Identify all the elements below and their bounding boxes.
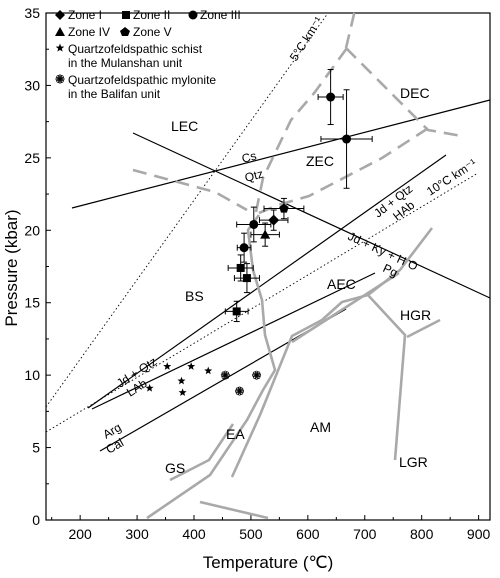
data-point-square — [232, 307, 241, 316]
data-point-triangle — [260, 229, 271, 239]
field-am: AM — [310, 419, 331, 435]
facies-boundaries — [146, 214, 441, 520]
legend-schist-line2: in the Mulanshan unit — [68, 56, 183, 70]
boundary-dec-lec — [344, 9, 357, 49]
data-point-star — [178, 388, 187, 396]
x-tick-label: 600 — [296, 526, 320, 542]
x-tick-label: 300 — [125, 526, 149, 542]
field-lgr: LGR — [399, 454, 428, 470]
legend: Zone I Zone II Zone III Zone IV Zone V Q… — [55, 8, 241, 101]
data-point-circle — [239, 243, 249, 253]
data-points — [145, 68, 373, 396]
field-zec: ZEC — [306, 153, 334, 169]
boundary-lec-zec — [254, 47, 349, 213]
field-aec: AEC — [327, 276, 356, 292]
x-tick-label: 800 — [410, 526, 434, 542]
legend-circle-icon — [188, 10, 198, 20]
x-axis-ticks: 200 300 400 500 600 700 800 900 — [51, 515, 491, 542]
boundary-zec-bottom — [258, 125, 431, 215]
legend-zone-3: Zone III — [200, 8, 241, 22]
reaction-lines — [71, 99, 491, 452]
legend-square-icon — [122, 11, 130, 19]
legend-triangle-icon — [55, 27, 65, 36]
jd-ky-pg-line — [132, 132, 491, 299]
x-axis-title: Temperature (℃) — [203, 553, 334, 572]
reaction-qtz: Qtz — [243, 167, 265, 185]
boundary-gs-ea — [169, 423, 235, 482]
boundary-am-left — [230, 318, 323, 478]
field-lec: LEC — [171, 118, 198, 134]
legend-mylonite-line2: in the Balifan unit — [68, 87, 161, 101]
y-tick-label: 10 — [24, 367, 40, 383]
y-tick-label: 0 — [32, 512, 40, 528]
data-point-pentagon — [279, 203, 289, 213]
eclogite-boundaries — [132, 9, 463, 215]
gradient-5-label: 5°C km⁻¹ — [287, 14, 326, 63]
data-point-square — [242, 274, 251, 283]
boundary-lgr — [366, 293, 407, 461]
field-ea: EA — [226, 426, 245, 442]
x-tick-label: 900 — [467, 526, 491, 542]
cs-qtz-line — [71, 99, 491, 209]
data-point-square — [236, 263, 245, 272]
legend-zone-5: Zone V — [133, 25, 172, 39]
y-axis-title: Pressure (kbar) — [2, 209, 21, 326]
data-point-flower — [220, 370, 230, 380]
boundary-am-lgr — [199, 500, 269, 520]
data-point-star — [177, 376, 186, 385]
x-tick-label: 400 — [182, 526, 206, 542]
boundary-lgr-right — [406, 318, 441, 339]
x-tick-label: 700 — [353, 526, 377, 542]
legend-flower-shape — [55, 74, 65, 84]
field-gs: GS — [165, 460, 185, 476]
reaction-cs: Cs — [240, 149, 258, 166]
y-tick-label: 5 — [32, 440, 40, 456]
field-hgr: HGR — [400, 307, 431, 323]
boundary-dec-zec — [345, 47, 463, 138]
y-tick-label: 25 — [24, 150, 40, 166]
data-point-star — [204, 366, 213, 375]
data-point-star — [145, 383, 154, 392]
legend-schist-line1: Quartzofeldspathic schist — [68, 42, 203, 56]
gradient-5-line — [45, 12, 329, 408]
y-tick-label: 20 — [24, 222, 40, 238]
data-point-star — [163, 362, 172, 370]
field-bs: BS — [185, 288, 204, 304]
data-point-circle — [249, 219, 259, 229]
legend-zone-1: Zone I — [68, 8, 102, 22]
data-point-circle — [342, 134, 352, 144]
legend-diamond-icon — [55, 10, 65, 20]
reaction-pg: Pg — [381, 261, 400, 280]
y-tick-label: 35 — [24, 5, 40, 21]
jd-qtz-lab-line — [91, 272, 376, 410]
data-point-circle — [326, 92, 336, 102]
data-point-flower — [235, 386, 244, 396]
x-tick-label: 200 — [68, 526, 92, 542]
y-tick-label: 30 — [24, 77, 40, 93]
legend-flower-icon — [55, 74, 65, 84]
x-tick-label: 500 — [239, 526, 263, 542]
legend-zone-4: Zone IV — [68, 25, 110, 39]
legend-star-icon — [55, 43, 65, 52]
legend-mylonite-line1: Quartzofeldspathic mylonite — [68, 73, 216, 87]
jd-qtz-hab-line — [87, 154, 447, 409]
legend-pentagon-icon — [120, 27, 130, 36]
legend-star-shape — [55, 43, 65, 52]
data-point-star — [187, 362, 196, 370]
data-point-flower — [252, 370, 262, 380]
field-dec: DEC — [400, 85, 430, 101]
legend-zone-2: Zone II — [133, 8, 170, 22]
boundary-lec-left — [132, 168, 248, 212]
gradient-10-label: 10°C km⁻¹ — [424, 156, 479, 199]
y-tick-label: 15 — [24, 295, 40, 311]
y-axis-ticks: 0 5 10 15 20 25 30 35 — [24, 5, 51, 528]
